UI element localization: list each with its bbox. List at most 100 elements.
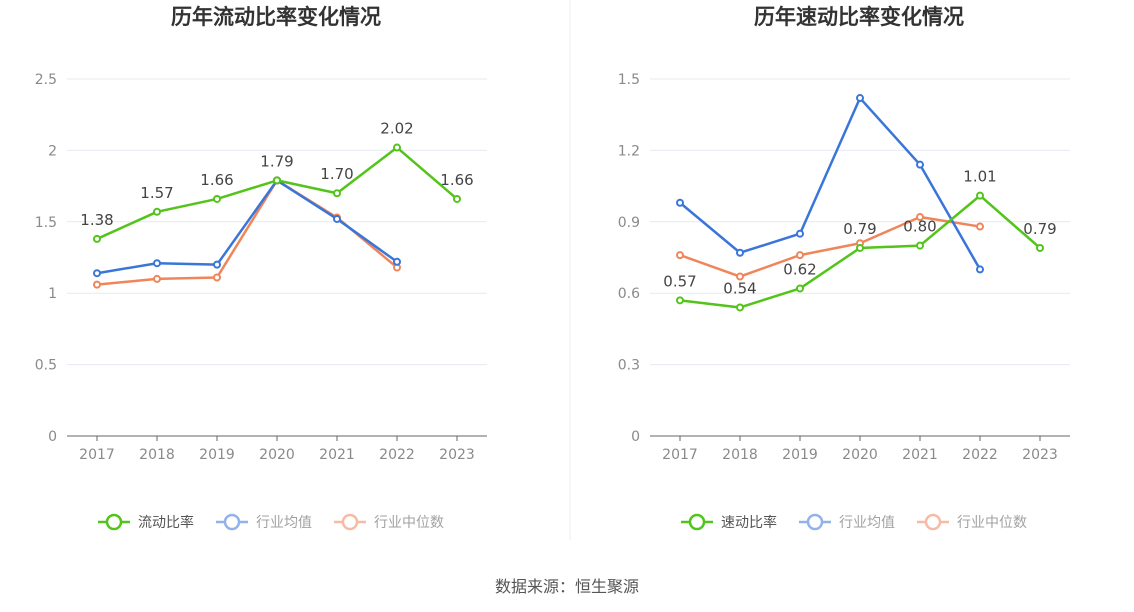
data-point[interactable] <box>393 257 401 266</box>
data-point[interactable] <box>976 222 984 231</box>
data-point[interactable] <box>153 274 161 283</box>
legend-label: 行业中位数 <box>957 515 1027 531</box>
y-tick-label: 0 <box>48 429 57 445</box>
series-company: 0.57 0.54 0.62 0.79 0.80 1.01 0.79 <box>663 168 1057 312</box>
y-tick-label: 0.5 <box>35 358 57 374</box>
data-point[interactable] <box>333 214 341 223</box>
legend-marker-icon <box>806 513 824 531</box>
x-tick-label: 2023 <box>439 447 475 463</box>
data-label: 0.80 <box>903 218 936 236</box>
y-tick-label: 0.3 <box>618 358 640 374</box>
chart-title: 历年流动比率变化情况 <box>171 5 381 29</box>
data-point[interactable] <box>213 194 221 203</box>
y-tick-label: 2.5 <box>35 72 57 88</box>
x-tick-label: 2018 <box>722 447 758 463</box>
data-source-label: 数据来源：恒生聚源 <box>494 577 639 596</box>
legend-label: 行业均值 <box>256 515 312 531</box>
data-point[interactable] <box>736 303 744 312</box>
data-label: 1.66 <box>440 171 473 189</box>
data-point[interactable] <box>93 269 101 278</box>
legend-item-industry_median[interactable]: 行业中位数 <box>917 513 1027 531</box>
data-point[interactable] <box>453 194 461 203</box>
y-tick-label: 1.5 <box>618 72 640 88</box>
data-point[interactable] <box>393 143 401 152</box>
x-tick-label: 2023 <box>1022 447 1058 463</box>
data-label: 1.57 <box>140 184 173 202</box>
series-line <box>679 96 982 271</box>
data-point[interactable] <box>676 296 684 305</box>
data-point[interactable] <box>976 265 984 274</box>
data-point[interactable] <box>213 260 221 269</box>
legend-item-industry_avg[interactable]: 行业均值 <box>799 513 895 531</box>
quick-ratio-chart: 历年速动比率变化情况 0 0.3 0.6 0.9 1.2 1.5 2017 2018 2019… <box>618 5 1070 531</box>
data-point[interactable] <box>93 280 101 289</box>
legend-marker-icon <box>924 513 942 531</box>
data-label: 0.57 <box>663 272 696 290</box>
series-industry_avg <box>676 94 984 274</box>
data-label: 1.01 <box>963 168 996 186</box>
legend-label: 行业中位数 <box>374 515 444 531</box>
data-point[interactable] <box>273 176 281 185</box>
x-tick-label: 2020 <box>259 447 295 463</box>
data-point[interactable] <box>676 198 684 207</box>
data-point[interactable] <box>796 229 804 238</box>
data-point[interactable] <box>796 251 804 260</box>
data-point[interactable] <box>736 248 744 257</box>
x-tick-label: 2019 <box>782 447 818 463</box>
data-point[interactable] <box>676 251 684 260</box>
y-tick-label: 1.5 <box>35 215 57 231</box>
data-point[interactable] <box>736 272 744 281</box>
legend-item-industry_avg[interactable]: 行业均值 <box>216 513 312 531</box>
x-tick-label: 2017 <box>79 447 115 463</box>
x-tick-label: 2021 <box>902 447 938 463</box>
data-label: 1.66 <box>200 171 233 189</box>
series-company: 1.38 1.57 1.66 1.79 1.70 2.02 1.66 <box>80 120 474 243</box>
data-point[interactable] <box>93 234 101 243</box>
series-line <box>96 179 398 275</box>
legend-item-company[interactable]: 速动比率 <box>681 513 777 531</box>
data-label: 1.38 <box>80 211 113 229</box>
legend-item-industry_median[interactable]: 行业中位数 <box>334 513 444 531</box>
x-tick-label: 2021 <box>319 447 355 463</box>
data-point[interactable] <box>916 213 924 222</box>
data-point[interactable] <box>916 241 924 250</box>
data-label: 0.54 <box>723 279 756 297</box>
legend-marker-icon <box>688 513 706 531</box>
legend-label: 速动比率 <box>721 514 777 531</box>
x-tick-label: 2017 <box>662 447 698 463</box>
legend-marker-icon <box>223 513 241 531</box>
x-tick-label: 2019 <box>199 447 235 463</box>
data-point[interactable] <box>856 243 864 252</box>
data-point[interactable] <box>153 207 161 216</box>
data-label: 2.02 <box>380 120 413 138</box>
data-label: 0.79 <box>1023 220 1056 238</box>
data-point[interactable] <box>796 284 804 293</box>
data-point[interactable] <box>213 273 221 282</box>
y-tick-label: 0.6 <box>618 286 640 302</box>
data-point[interactable] <box>153 259 161 268</box>
data-label: 1.70 <box>320 165 353 183</box>
current-ratio-chart: 历年流动比率变化情况 0 0.5 1 1.5 2 2.5 2017 2018 2019 2020… <box>35 5 487 531</box>
data-point[interactable] <box>333 189 341 198</box>
series-line <box>679 215 981 278</box>
chart-title: 历年速动比率变化情况 <box>754 5 964 29</box>
legend-marker-icon <box>105 513 123 531</box>
y-tick-label: 0.9 <box>618 215 640 231</box>
data-label: 0.79 <box>843 220 876 238</box>
y-tick-label: 0 <box>631 429 640 445</box>
legend-label: 行业均值 <box>839 515 895 531</box>
data-point[interactable] <box>1036 243 1044 252</box>
legend-marker-icon <box>341 513 359 531</box>
legend-item-company[interactable]: 流动比率 <box>98 513 194 531</box>
x-tick-label: 2018 <box>139 447 175 463</box>
y-tick-label: 2 <box>48 143 57 159</box>
y-tick-label: 1 <box>48 286 57 302</box>
data-label: 0.62 <box>783 260 816 278</box>
data-point[interactable] <box>916 160 924 169</box>
x-tick-label: 2020 <box>842 447 878 463</box>
series-industry_median <box>676 213 984 281</box>
data-point[interactable] <box>976 191 984 200</box>
x-tick-label: 2022 <box>379 447 415 463</box>
data-point[interactable] <box>856 94 864 103</box>
